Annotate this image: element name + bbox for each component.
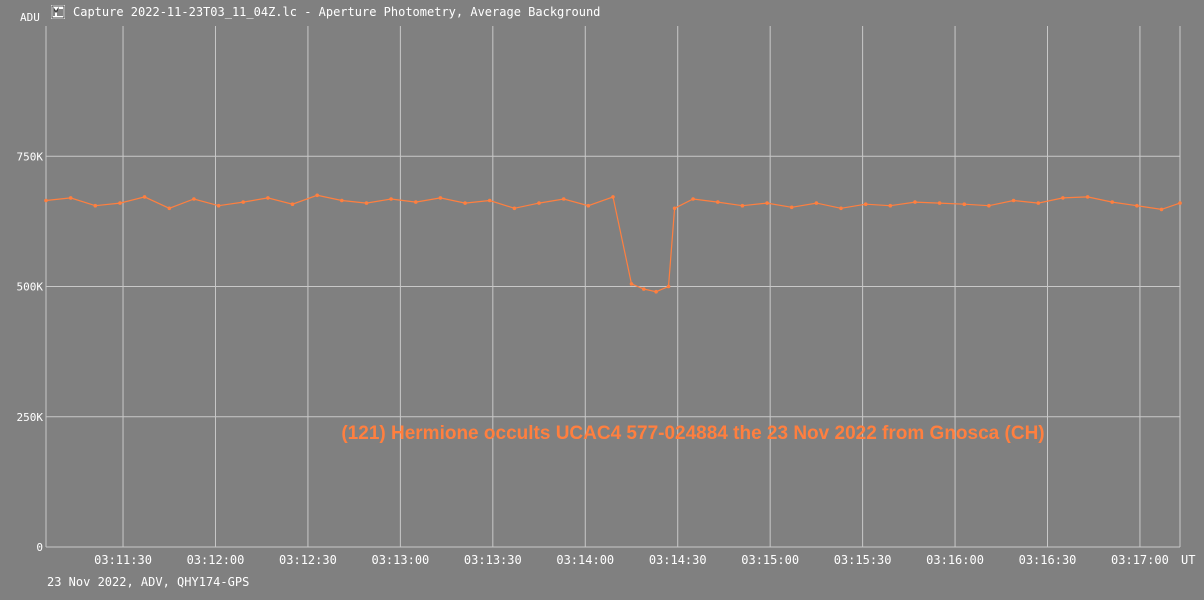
x-tick-label: 03:15:00: [741, 553, 799, 567]
x-tick-label: 03:15:30: [834, 553, 892, 567]
data-point: [611, 195, 615, 199]
data-point: [1135, 203, 1139, 208]
data-point: [68, 196, 73, 200]
tick-labels: 0 250K 500K 750K 03:11:30 03:12:00 03:12:30 03:…: [17, 150, 1169, 567]
data-point: [654, 289, 658, 294]
data-point: [629, 282, 634, 286]
data-point: [642, 287, 646, 291]
window-title: Capture 2022-11-23T03_11_04Z.lc - Apertu…: [73, 5, 601, 19]
data-point: [315, 193, 320, 198]
x-tick-label: 03:11:30: [94, 553, 152, 567]
data-point: [93, 203, 98, 208]
data-point: [1011, 198, 1016, 203]
x-tick-label: 03:16:30: [1019, 553, 1077, 567]
y-tick-label: 500K: [17, 281, 44, 294]
data-point: [1110, 200, 1114, 204]
data-point: [814, 201, 819, 205]
data-point: [937, 201, 942, 205]
y-tick-label: 750K: [17, 150, 44, 163]
data-point: [666, 284, 671, 289]
x-tick-label: 03:12:30: [279, 553, 337, 567]
data-point: [364, 201, 369, 205]
data-point: [340, 198, 344, 203]
data-point: [1159, 207, 1164, 212]
data-point: [1085, 195, 1090, 199]
data-point: [537, 201, 541, 205]
x-tick-label: 03:16:00: [926, 553, 984, 567]
data-point: [142, 195, 147, 199]
data-point: [463, 201, 467, 205]
data-point: [241, 200, 245, 204]
data-point: [962, 202, 967, 206]
window-title-bar: Capture 2022-11-23T03_11_04Z.lc - Apertu…: [51, 3, 600, 21]
data-point: [216, 203, 221, 208]
grid-lines: [45, 26, 1181, 548]
data-point: [1178, 201, 1182, 205]
x-tick-label: 03:14:00: [556, 553, 614, 567]
data-point: [1061, 196, 1065, 200]
data-point: [512, 206, 517, 211]
capture-info: 23 Nov 2022, ADV, QHY174-GPS: [47, 575, 250, 589]
series-line: [45, 194, 1181, 293]
data-point: [672, 206, 677, 211]
data-point: [987, 203, 991, 208]
data-point: [118, 201, 122, 205]
data-point: [389, 197, 393, 201]
data-point: [888, 203, 893, 208]
x-tick-label: 03:13:00: [371, 553, 429, 567]
data-point: [561, 197, 566, 201]
x-tick-label: 03:12:00: [187, 553, 245, 567]
data-point: [765, 201, 769, 205]
lightcurve-app-icon: [51, 5, 65, 19]
data-point: [789, 205, 794, 210]
data-point: [863, 202, 868, 206]
x-tick-label: 03:13:30: [464, 553, 522, 567]
y-axis-label: ADU: [20, 11, 40, 24]
x-tick-label: 03:17:00: [1111, 553, 1169, 567]
data-point: [716, 200, 720, 204]
data-point: [266, 196, 270, 200]
data-point: [438, 196, 443, 200]
y-tick-label: 250K: [17, 411, 44, 424]
y-tick-label: 0: [36, 541, 43, 554]
data-point: [839, 206, 843, 211]
data-point: [913, 200, 917, 204]
series-layer: [44, 193, 1182, 294]
data-point: [192, 197, 196, 201]
data-point: [290, 202, 295, 206]
x-axis-label: UT: [1181, 553, 1196, 567]
data-point: [586, 203, 591, 208]
data-point: [487, 198, 492, 203]
data-point: [414, 200, 418, 204]
chart-title: (121) Hermione occults UCAC4 577-024884 …: [341, 423, 1044, 444]
data-point: [1036, 201, 1041, 205]
data-point: [44, 198, 48, 203]
data-point: [740, 203, 745, 208]
annotation-layer: (121) Hermione occults UCAC4 577-024884 …: [341, 423, 1044, 444]
data-point: [691, 197, 695, 201]
data-point: [167, 206, 172, 211]
x-tick-label: 03:14:30: [649, 553, 707, 567]
